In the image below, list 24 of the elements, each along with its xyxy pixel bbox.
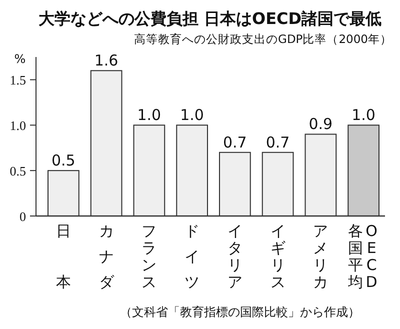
data-label: 0.7 [223,133,247,152]
x-tick-label: イギリス [270,222,286,291]
data-label: 0.9 [308,115,333,134]
chart-title: 大学などへの公費負担 日本はOECD諸国で最低 [38,9,382,28]
y-axis-title: % [14,52,26,66]
data-label: 1.0 [137,106,162,124]
data-label: 1.0 [180,106,204,124]
data-label: 1.6 [94,52,118,70]
category-label: OECD各国平均 [348,222,378,291]
y-tick-label: 1.0 [10,118,26,134]
data-label: 0.7 [266,133,290,152]
x-tick-label: ドイツ [184,222,200,291]
x-tick-label: アメリカ [313,222,328,291]
x-tick-label: カナダ [98,222,115,291]
category-label: 日本 [56,222,71,291]
y-tick-label: 0 [20,209,26,224]
data-label: 1.0 [352,106,376,124]
chart-subtitle: 高等教育への公財政支出のGDP比率（2000年） [134,32,392,46]
x-tick-label: フランス [142,222,157,291]
y-tick-label: 0.5 [10,164,26,179]
text: （文科省「教育指標の国際比較」から作成） [120,305,360,319]
y-tick-label: 1.5 [10,72,26,88]
x-tick-label: イタリア [227,222,242,291]
data-label: 0.5 [52,152,76,170]
